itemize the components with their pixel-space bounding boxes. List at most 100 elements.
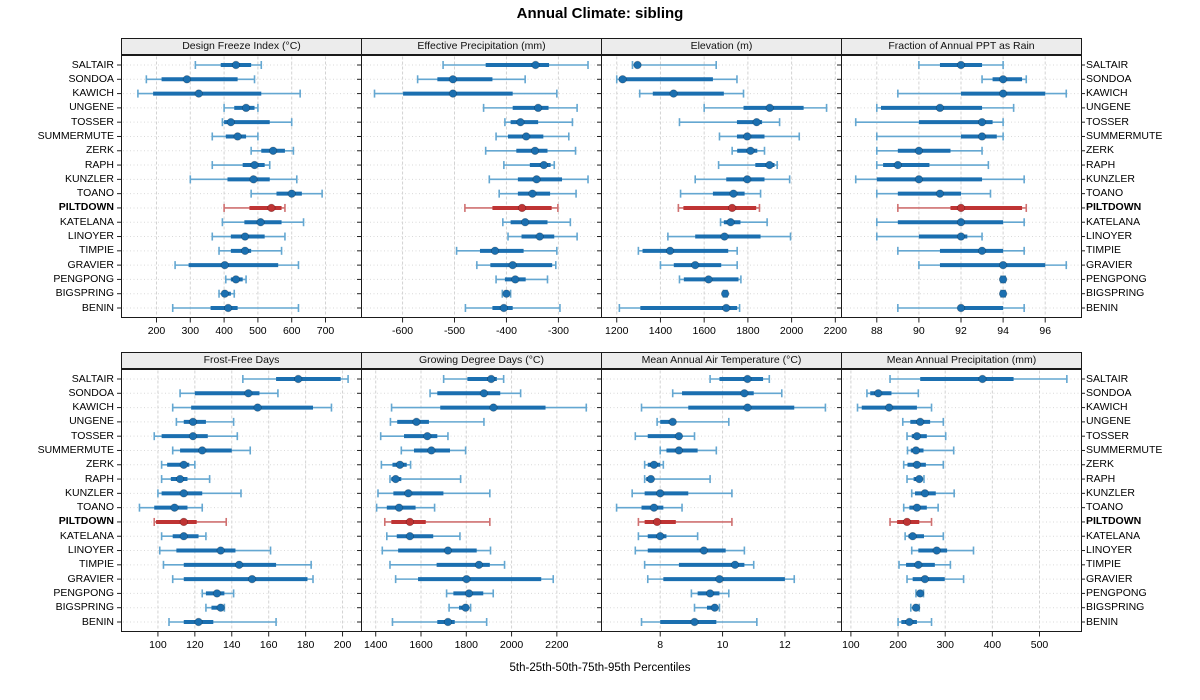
series-ungene-mean-annual-air-temperature-c <box>656 417 730 427</box>
site-label-right-toano: TOANO <box>1086 187 1124 200</box>
series-bigspring-frost-free-days <box>205 603 226 612</box>
series-benin-mean-annual-air-temperature-c <box>640 617 758 627</box>
series-kawich-design-freeze-index-c <box>137 89 301 98</box>
figure-title: Annual Climate: sibling <box>516 5 684 22</box>
site-label-right-saltair: SALTAIR <box>1086 372 1129 385</box>
series-saltair-elevation-m <box>631 60 717 70</box>
median-dot <box>499 303 509 313</box>
median-dot <box>722 303 731 313</box>
site-label-right-bigspring: BIGSPRING <box>1086 601 1145 614</box>
x-tick-label: -500 <box>444 325 465 337</box>
series-linoyer-mean-annual-precipitation-mm <box>910 546 975 555</box>
series-pengpong-design-freeze-index-c <box>224 275 247 284</box>
x-tick-label: 500 <box>1031 639 1049 651</box>
site-label-left-sondoa: SONDOA <box>68 72 114 85</box>
x-tick-label: 400 <box>984 639 1002 651</box>
series-summermute-frost-free-days <box>171 446 252 455</box>
x-tick-label: 96 <box>1039 325 1051 337</box>
median-dot <box>656 532 665 541</box>
panel-strip-mean-annual-precipitation-mm: Mean Annual Precipitation (mm) <box>841 352 1082 369</box>
panel-plot-growing-degree-days-c: 1400 1600 1800 2000 2200 <box>357 369 605 651</box>
series-gravier-frost-free-days <box>171 574 314 584</box>
site-label-right-benin: BENIN <box>1086 301 1119 314</box>
median-dot <box>669 89 678 98</box>
median-dot <box>893 160 903 170</box>
series-linoyer-elevation-m <box>667 232 792 241</box>
x-tick-label: 140 <box>223 639 241 651</box>
series-tosser-design-freeze-index-c <box>221 117 293 127</box>
median-dot <box>404 489 413 498</box>
panel-plot-fraction-of-annual-ppt-as-rain: 88 90 92 94 96 <box>837 55 1085 337</box>
panel-strip-elevation-m: Elevation (m) <box>601 38 842 55</box>
series-saltair-growing-degree-days-c <box>442 374 505 384</box>
site-label-right-saltair: SALTAIR <box>1086 58 1129 71</box>
x-tick-label: 400 <box>215 325 233 337</box>
median-dot <box>726 218 735 227</box>
median-dot <box>915 474 924 484</box>
median-dot <box>652 517 662 527</box>
series-piltdown-design-freeze-index-c <box>223 203 286 213</box>
series-kunzler-frost-free-days <box>157 489 242 498</box>
median-dot <box>920 489 930 498</box>
x-tick-label: 1400 <box>649 325 673 337</box>
median-dot <box>720 289 730 298</box>
series-timpie-elevation-m <box>637 246 738 256</box>
series-sondoa-mean-annual-precipitation-mm <box>866 389 920 398</box>
site-label-left-gravier: GRAVIER <box>67 258 114 271</box>
site-label-left-zerk: ZERK <box>85 144 114 157</box>
series-katelana-growing-degree-days-c <box>386 532 461 541</box>
series-tosser-elevation-m <box>678 117 781 127</box>
series-sondoa-mean-annual-air-temperature-c <box>671 389 783 398</box>
site-label-right-bigspring: BIGSPRING <box>1086 287 1145 300</box>
series-timpie-growing-degree-days-c <box>389 560 506 570</box>
median-dot <box>998 75 1008 84</box>
series-kawich-growing-degree-days-c <box>390 403 588 412</box>
median-dot <box>690 617 699 627</box>
median-dot <box>998 260 1008 270</box>
median-dot <box>490 246 500 256</box>
site-label-left-zerk: ZERK <box>85 458 114 471</box>
series-zerk-growing-degree-days-c <box>380 460 412 469</box>
series-kawich-fraction-of-annual-ppt-as-rain <box>897 89 1068 98</box>
median-dot <box>412 417 421 427</box>
site-label-left-bigspring: BIGSPRING <box>55 287 114 300</box>
median-dot <box>212 589 222 598</box>
median-dot <box>179 460 188 469</box>
median-dot <box>668 417 677 427</box>
median-dot <box>935 103 945 113</box>
site-label-left-timpie: TIMPIE <box>78 558 114 571</box>
median-dot <box>956 303 966 313</box>
site-label-left-pengpong: PENGPONG <box>53 586 114 599</box>
median-dot <box>920 574 930 584</box>
x-tick-label: 2000 <box>780 325 804 337</box>
median-dot <box>998 289 1008 298</box>
median-dot <box>746 146 755 155</box>
median-dot <box>448 89 458 98</box>
x-tick-label: 92 <box>955 325 967 337</box>
series-kunzler-mean-annual-precipitation-mm <box>910 489 955 498</box>
series-benin-design-freeze-index-c <box>171 303 300 313</box>
series-kunzler-design-freeze-index-c <box>189 175 298 184</box>
series-pengpong-mean-annual-precipitation-mm <box>915 589 925 598</box>
series-gravier-elevation-m <box>659 260 738 270</box>
x-tick-label: 90 <box>913 325 925 337</box>
panel-plot-mean-annual-precipitation-mm: 100 200 300 400 500 <box>837 369 1085 651</box>
median-dot <box>220 260 229 270</box>
x-tick-label: 94 <box>997 325 1009 337</box>
series-raph-growing-degree-days-c <box>389 474 462 484</box>
median-dot <box>932 546 941 555</box>
series-toano-mean-annual-air-temperature-c <box>615 503 683 512</box>
median-dot <box>956 218 966 227</box>
median-dot <box>516 117 525 127</box>
median-dot <box>884 403 894 412</box>
percentiles-caption: 5th-25th-50th-75th-95th Percentiles <box>509 662 691 674</box>
series-zerk-mean-annual-air-temperature-c <box>643 460 665 469</box>
site-label-left-benin: BENIN <box>81 615 114 628</box>
median-dot <box>914 560 923 570</box>
site-label-right-gravier: GRAVIER <box>1086 258 1133 271</box>
series-bigspring-design-freeze-index-c <box>218 289 236 298</box>
series-toano-effective-precipitation-mm <box>498 189 577 198</box>
site-label-right-gravier: GRAVIER <box>1086 572 1133 585</box>
median-dot <box>443 546 453 555</box>
series-raph-design-freeze-index-c <box>211 160 271 170</box>
